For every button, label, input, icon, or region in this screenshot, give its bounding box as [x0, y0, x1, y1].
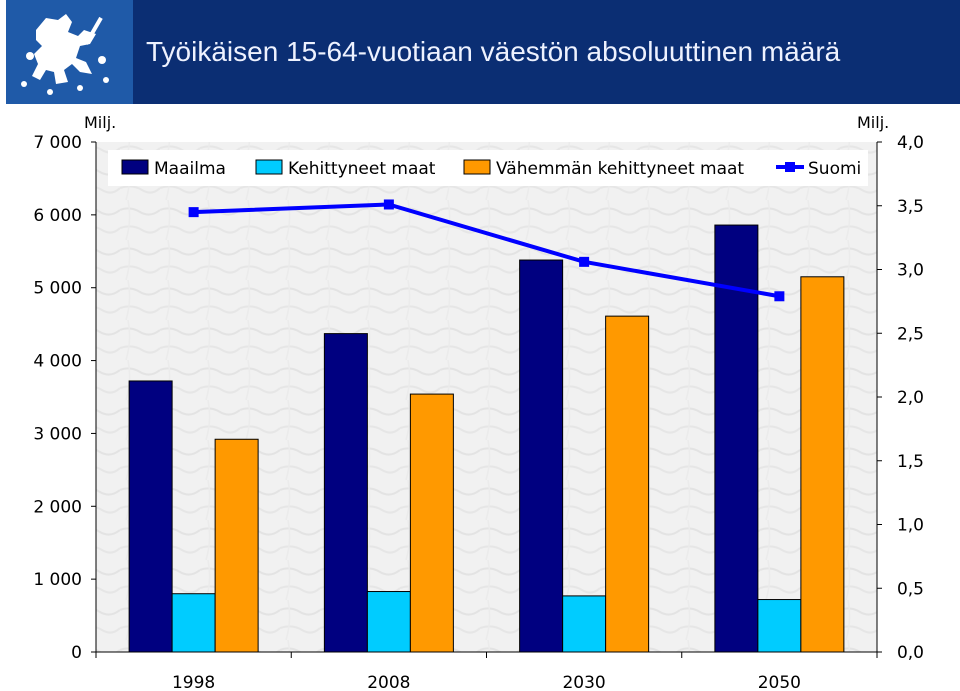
y-right-tick-label: 0,0 — [897, 643, 924, 663]
y-right-tick-label: 1,5 — [897, 452, 924, 472]
legend-label-suomi: Suomi — [808, 159, 861, 179]
legend-label-vähemmän-kehittyneet-maat: Vähemmän kehittyneet maat — [496, 159, 744, 179]
bar-vähemmän-kehittyneet-maat-1998 — [214, 438, 259, 653]
y-left-tick-label: 6 000 — [33, 206, 82, 226]
point-suomi-1998 — [188, 207, 199, 218]
y-right-tick-label: 1,0 — [897, 516, 924, 536]
y-right-tick-label: 3,5 — [897, 197, 924, 217]
finnish-lion-icon — [21, 14, 109, 95]
y-left-tick-label: 2 000 — [33, 497, 82, 517]
point-suomi-2008 — [383, 199, 394, 210]
y-right-tick-label: 0,5 — [897, 579, 924, 599]
point-suomi-2050 — [774, 291, 785, 302]
y-right-tick-label: 4,0 — [897, 133, 924, 153]
y-left-tick-label: 5 000 — [33, 279, 82, 299]
bar-vähemmän-kehittyneet-maat-2050 — [800, 276, 845, 653]
y-left-tick-label: 3 000 — [33, 424, 82, 444]
page-title: Työikäisen 15-64-vuotiaan väestön absolu… — [146, 36, 841, 67]
y-right-unit: Milj. — [857, 113, 889, 132]
bar-kehittyneet-maat-2008 — [366, 591, 411, 653]
logo — [6, 0, 133, 104]
y-left-tick-label: 0 — [71, 643, 82, 663]
bar-maailma-1998 — [128, 380, 173, 653]
bar-kehittyneet-maat-2050 — [757, 599, 802, 653]
legend-swatch-vähemmän-kehittyneet-maat — [463, 159, 491, 175]
bar-maailma-2050 — [714, 224, 759, 653]
point-suomi-2030 — [579, 256, 590, 267]
y-left-tick-label: 1 000 — [33, 570, 82, 590]
bar-vähemmän-kehittyneet-maat-2008 — [409, 393, 454, 653]
header: Työikäisen 15-64-vuotiaan väestön absolu… — [0, 0, 960, 104]
legend: Maailma Kehittyneet maat Vähemmän kehittyn… — [108, 150, 868, 186]
y-left-tick-label: 4 000 — [33, 352, 82, 372]
bar-kehittyneet-maat-2030 — [562, 595, 607, 653]
line-suomi — [193, 202, 780, 299]
legend-swatch-maailma — [121, 159, 149, 175]
legend-label-maailma: Maailma — [154, 159, 226, 179]
x-tick-label-2008: 2008 — [367, 673, 410, 691]
bar-kehittyneet-maat-1998 — [171, 593, 216, 653]
x-tick-label-2050: 2050 — [758, 673, 801, 691]
y-right-tick-label: 2,0 — [897, 388, 924, 408]
y-right-tick-label: 2,5 — [897, 324, 924, 344]
bar-maailma-2008 — [323, 333, 368, 653]
x-tick-label-2030: 2030 — [562, 673, 605, 691]
bar-vähemmän-kehittyneet-maat-2030 — [605, 315, 650, 653]
plot-area — [96, 142, 877, 652]
legend-swatch-kehittyneet-maat — [255, 159, 283, 175]
legend-label-kehittyneet-maat: Kehittyneet maat — [288, 159, 436, 179]
legend-marker-suomi — [785, 162, 795, 172]
y-left-tick-label: 7 000 — [33, 133, 82, 153]
bar-maailma-2030 — [519, 259, 564, 653]
y-right-tick-label: 3,0 — [897, 261, 924, 281]
x-tick-label-1998: 1998 — [172, 673, 215, 691]
y-left-unit: Milj. — [84, 113, 116, 132]
title-bar — [133, 0, 960, 104]
